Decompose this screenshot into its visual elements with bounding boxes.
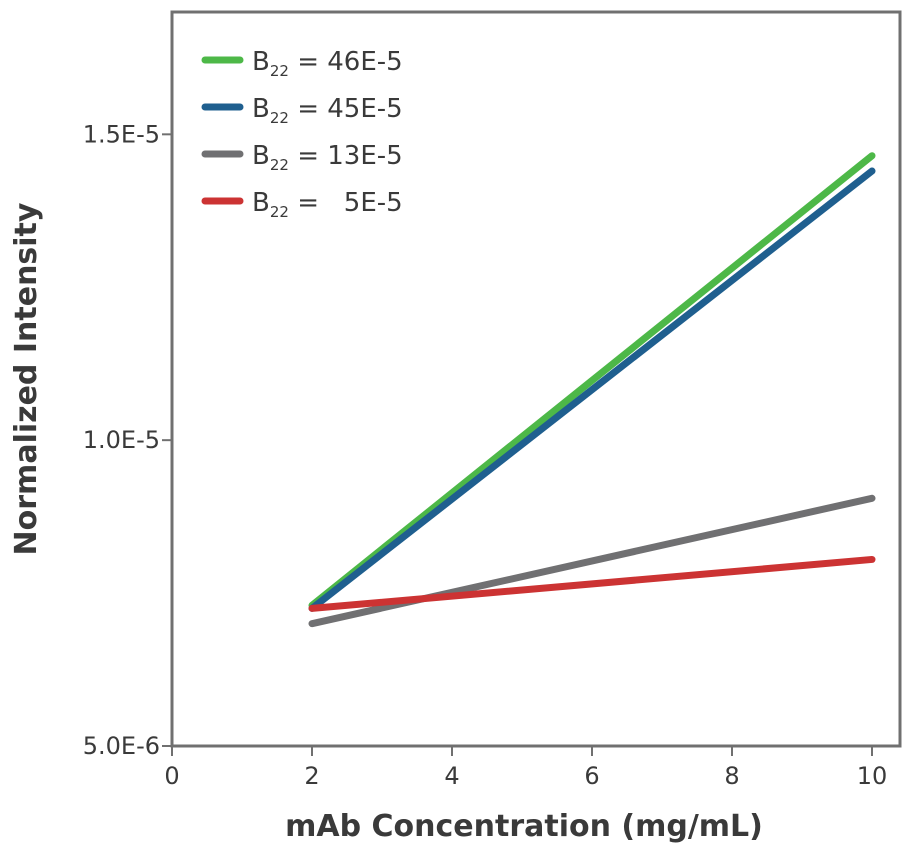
series-line-2 (308, 167, 876, 612)
x-tick-label: 0 (164, 762, 179, 790)
x-tick-label: 6 (584, 762, 599, 790)
legend-label-3: B22 = 13E-5 (252, 141, 403, 174)
y-axis-ticks: 5.0E-6 1.0E-5 1.5E-5 (83, 120, 172, 760)
x-axis-title: mAb Concentration (mg/mL) (285, 809, 763, 844)
x-tick-label: 4 (444, 762, 459, 790)
y-tick-label: 1.5E-5 (83, 120, 160, 148)
plot-frame (170, 10, 902, 748)
x-tick-label: 8 (724, 762, 739, 790)
y-axis-title: Normalized Intensity (9, 202, 44, 555)
y-tick-label: 1.0E-5 (83, 426, 160, 454)
series-line-1 (308, 152, 876, 609)
legend-label-2: B22 = 45E-5 (252, 94, 403, 127)
y-tick-label: 5.0E-6 (83, 732, 160, 760)
legend-label-4: B22 = 5E-5 (252, 188, 403, 221)
x-axis-ticks: 0 2 4 6 8 10 (164, 746, 887, 790)
series-line-4 (308, 555, 876, 612)
legend: B22 = 46E-5 B22 = 45E-5 B22 = 13E-5 B22 = 5… (201, 47, 403, 221)
x-tick-label: 2 (304, 762, 319, 790)
x-tick-label: 10 (857, 762, 888, 790)
series-line-3 (308, 494, 876, 628)
series-lines (308, 152, 876, 628)
legend-label-1: B22 = 46E-5 (252, 47, 403, 80)
